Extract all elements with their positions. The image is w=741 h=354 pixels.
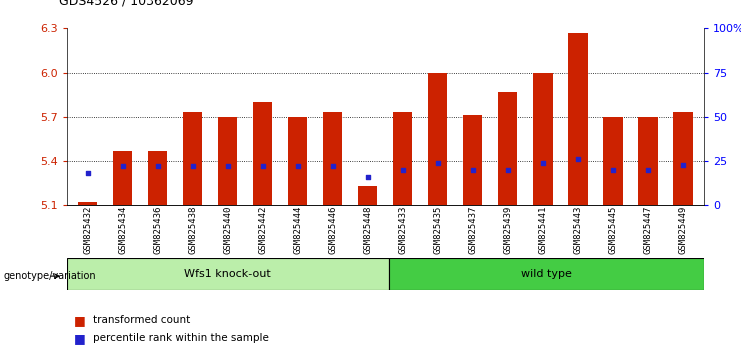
Text: GSM825448: GSM825448 [363,205,372,254]
Text: GSM825432: GSM825432 [83,205,92,254]
Text: GSM825440: GSM825440 [223,205,232,254]
Point [572,156,584,162]
Bar [568,33,588,205]
Text: percentile rank within the sample: percentile rank within the sample [93,333,268,343]
Text: GSM825439: GSM825439 [503,205,512,254]
Text: GSM825434: GSM825434 [119,205,127,254]
Point [537,160,549,166]
Text: GSM825443: GSM825443 [574,205,582,254]
Point [642,167,654,173]
Point [222,164,233,169]
Text: ■: ■ [74,314,86,327]
Point [152,164,164,169]
Text: transformed count: transformed count [93,315,190,325]
Bar [148,151,167,205]
Text: GSM825438: GSM825438 [188,205,197,254]
Text: genotype/variation: genotype/variation [4,271,96,281]
Text: GSM825435: GSM825435 [433,205,442,254]
Point [467,167,479,173]
Bar [638,117,657,205]
Bar [78,202,97,205]
Text: Wfs1 knock-out: Wfs1 knock-out [185,269,271,279]
Point [502,167,514,173]
Point [327,164,339,169]
Bar [534,73,553,205]
Text: GSM825433: GSM825433 [399,205,408,254]
Text: GSM825441: GSM825441 [539,205,548,254]
Bar [218,117,237,205]
Bar [393,112,413,205]
Point [257,164,269,169]
Text: GSM825446: GSM825446 [328,205,337,254]
Point [292,164,304,169]
Text: GSM825437: GSM825437 [468,205,477,254]
Point [607,167,619,173]
Bar [428,73,448,205]
Bar [389,258,704,290]
Text: GDS4526 / 10362069: GDS4526 / 10362069 [59,0,194,7]
Bar [288,117,308,205]
Bar [603,117,622,205]
Point [677,162,689,167]
Bar [674,112,693,205]
Bar [323,112,342,205]
Point [362,174,373,180]
Point [397,167,409,173]
Text: GSM825442: GSM825442 [259,205,268,254]
Text: wild type: wild type [521,269,572,279]
Point [117,164,129,169]
Bar [113,151,133,205]
Bar [498,92,517,205]
Text: GSM825436: GSM825436 [153,205,162,254]
Text: GSM825445: GSM825445 [608,205,617,254]
Bar [183,112,202,205]
Point [82,171,93,176]
Point [187,164,199,169]
Text: GSM825449: GSM825449 [679,205,688,254]
Bar [358,186,377,205]
Bar [253,102,273,205]
Point [432,160,444,166]
Text: GSM825444: GSM825444 [293,205,302,254]
Text: GSM825447: GSM825447 [643,205,652,254]
Text: ■: ■ [74,332,86,344]
Bar [463,115,482,205]
Bar [67,258,389,290]
